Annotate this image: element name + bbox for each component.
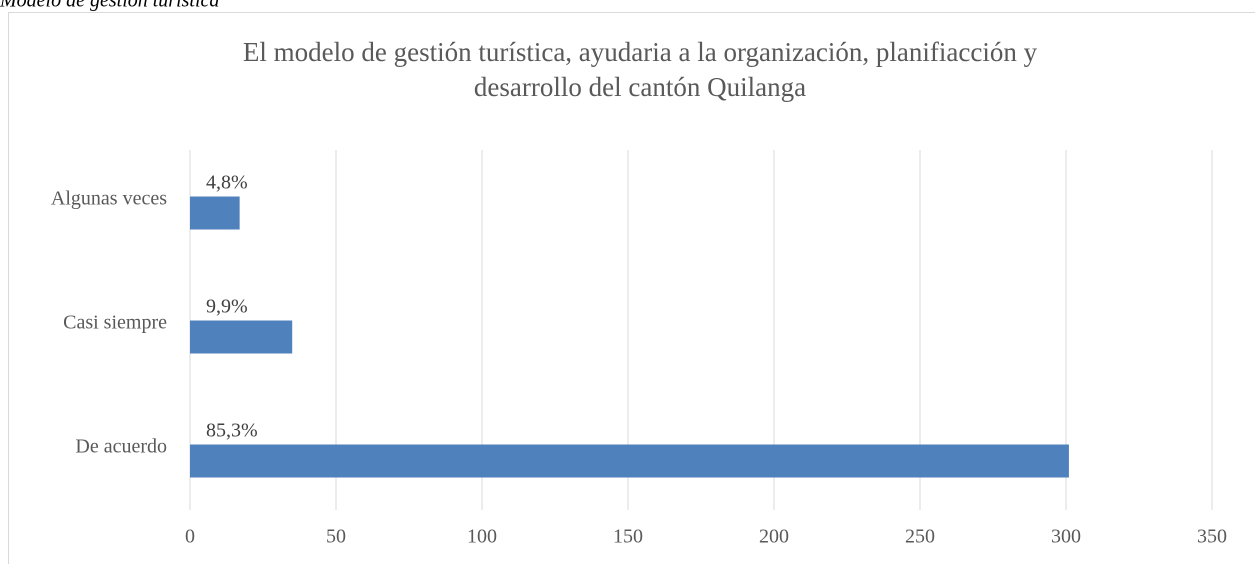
- x-tick-label: 150: [613, 526, 643, 548]
- chart-title: desarrollo del cantón Quilanga: [474, 72, 806, 102]
- x-tick-label: 200: [759, 526, 789, 548]
- bar: [190, 196, 240, 230]
- y-tick-label: De acuerdo: [75, 436, 167, 458]
- data-label: 4,8%: [206, 172, 248, 194]
- x-tick-label: 300: [1051, 526, 1081, 548]
- x-tick-label: 250: [905, 526, 935, 548]
- chart-title: El modelo de gestión turística, ayudaria…: [243, 37, 1038, 67]
- bar: [190, 444, 1069, 478]
- caption: Modelo de gestión turística: [0, 0, 219, 12]
- x-tick-label: 350: [1197, 526, 1227, 548]
- data-label: 85,3%: [206, 420, 258, 442]
- y-tick-label: Algunas veces: [51, 188, 167, 210]
- bar: [190, 320, 293, 354]
- y-tick-label: Casi siempre: [63, 312, 167, 334]
- x-tick-label: 100: [467, 526, 497, 548]
- x-tick-label: 50: [326, 526, 346, 548]
- x-tick-label: 0: [185, 526, 195, 548]
- data-label: 9,9%: [206, 296, 248, 318]
